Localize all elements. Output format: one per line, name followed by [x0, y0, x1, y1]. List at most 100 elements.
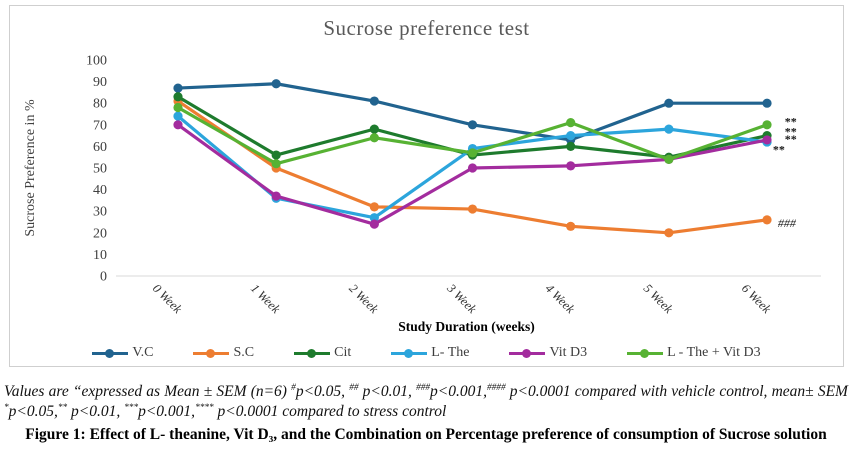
legend-dot-icon [307, 348, 317, 358]
data-point [566, 161, 576, 171]
legend-label: L- The [431, 345, 470, 360]
legend-marker-icon [391, 348, 428, 358]
legend-label: Vit D3 [549, 345, 588, 360]
legend-dot-icon [105, 348, 115, 358]
stats-note: Values are “expressed as Mean ± SEM (n=6… [4, 382, 848, 420]
data-point [173, 102, 183, 113]
data-point [271, 79, 281, 89]
data-point [566, 131, 576, 141]
data-point [664, 228, 674, 238]
x-tick-label: 6 Week [739, 281, 774, 316]
y-tick-label: 50 [93, 162, 107, 177]
chart-container: Sucrose preference test Sucrose Preferen… [9, 5, 844, 367]
data-point [369, 202, 379, 212]
data-point [467, 148, 478, 158]
superscript-marker: # [291, 382, 296, 393]
chart-title: Sucrose preference test [323, 16, 530, 40]
y-tick-label: 100 [86, 54, 107, 69]
legend-marker-icon [294, 348, 331, 358]
data-point [173, 111, 183, 121]
data-point [467, 120, 478, 130]
data-point [566, 221, 576, 231]
legend-marker-icon [627, 348, 664, 358]
data-point [173, 83, 183, 93]
significance-marker: ** [785, 132, 797, 146]
y-tick-label: 20 [93, 226, 107, 241]
data-point [664, 98, 674, 108]
line-chart-plot: Sucrose Preference in % 0 10 20 30 40 50 60 70 8… [23, 54, 821, 317]
legend-item: S.C [193, 345, 254, 361]
data-point [369, 96, 379, 106]
legend-item: L- The [391, 345, 469, 361]
y-tick-label: 80 [93, 97, 107, 112]
data-point [173, 120, 183, 130]
legend-marker-icon [509, 348, 546, 358]
legend-dot-icon [206, 348, 216, 358]
y-tick-label: 0 [100, 270, 107, 285]
legend-marker-icon [193, 348, 230, 358]
legend-item: Cit [294, 345, 351, 361]
significance-marker: ** [785, 124, 797, 138]
legend-label: L - The + Vit D3 [667, 345, 761, 360]
superscript-marker: ## [349, 382, 359, 393]
y-tick-label: 30 [93, 205, 107, 220]
data-point [173, 92, 183, 102]
significance-marker: ** [773, 143, 785, 157]
data-point [369, 213, 379, 223]
data-point [271, 159, 281, 169]
data-point [369, 133, 379, 143]
data-point [566, 141, 576, 151]
data-point [664, 154, 674, 164]
x-tick-label: 3 Week [444, 281, 480, 317]
x-tick-label: 0 Week [150, 281, 185, 316]
legend-item: L - The + Vit D3 [627, 345, 761, 361]
data-point [467, 163, 478, 173]
x-axis-title: Study Duration (weeks) [398, 319, 535, 334]
legend: V.C S.C Cit L- The Vit D3 L - The + Vit D3 [10, 345, 843, 361]
significance-marker: ** [785, 115, 797, 129]
superscript-marker: **** [195, 402, 214, 413]
legend-label: S.C [233, 345, 255, 360]
series-lines [173, 79, 772, 238]
x-tick-label: 2 Week [346, 281, 381, 316]
y-tick-label: 90 [93, 75, 107, 90]
significance-annotations: ********### [773, 115, 797, 231]
legend-dot-icon [522, 348, 532, 358]
y-axis-ticks: 0 10 20 30 40 50 60 70 80 90 100 [86, 54, 107, 285]
legend-label: Cit [334, 345, 352, 360]
data-point [664, 124, 674, 134]
data-point [467, 204, 478, 214]
legend-dot-icon [404, 348, 414, 358]
y-tick-label: 70 [93, 118, 107, 133]
x-tick-label: 5 Week [641, 281, 676, 316]
y-tick-label: 10 [93, 248, 107, 263]
legend-marker-icon [92, 348, 129, 358]
superscript-marker: #### [487, 382, 506, 393]
data-point [762, 135, 772, 145]
superscript-marker: * [4, 402, 9, 413]
data-point [762, 98, 772, 108]
superscript-marker: *** [124, 402, 139, 413]
data-point [762, 215, 772, 225]
legend-label: V.C [132, 345, 154, 360]
x-tick-label: 1 Week [248, 281, 283, 316]
y-tick-label: 40 [93, 183, 107, 198]
data-point [762, 120, 772, 130]
data-point [369, 219, 379, 229]
x-tick-label: 4 Week [543, 281, 578, 316]
significance-marker: ### [778, 216, 797, 230]
superscript-marker: ### [416, 382, 431, 393]
y-tick-label: 60 [93, 140, 107, 155]
caption-block: Values are “expressed as Mean ± SEM (n=6… [4, 382, 848, 445]
data-point [271, 150, 281, 160]
x-axis-labels: 0 Week 1 Week 2 Week 3 Week 4 Week 5 Week 6 We… [150, 281, 774, 317]
figure-label: Figure 1: Effect of L- theanine, Vit D₃,… [25, 425, 827, 443]
legend-dot-icon [640, 348, 650, 358]
legend-item: Vit D3 [509, 345, 587, 361]
data-point [271, 191, 281, 201]
y-axis-title: Sucrose Preference in % [23, 99, 38, 237]
data-point [369, 124, 379, 134]
legend-item: V.C [92, 345, 153, 361]
superscript-marker: ** [57, 402, 68, 413]
